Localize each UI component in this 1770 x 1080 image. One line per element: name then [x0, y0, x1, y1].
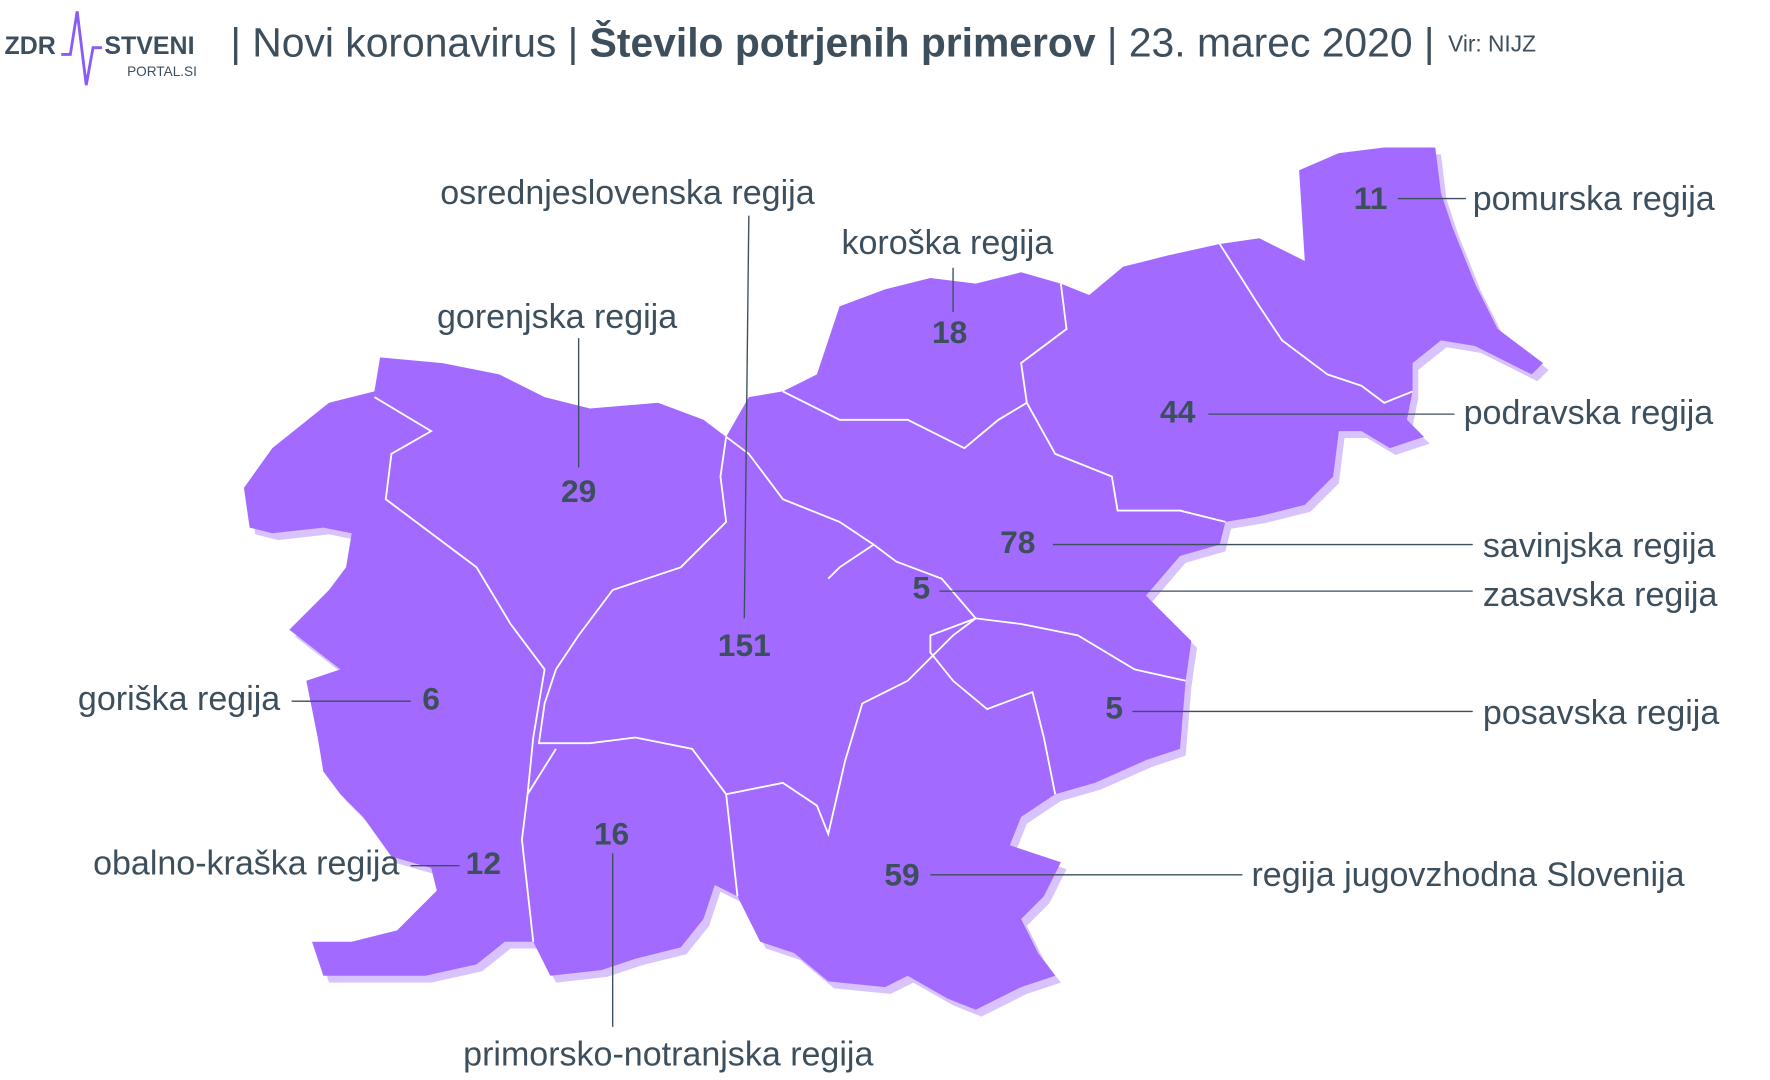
- map-root: ZDR STVENI PORTAL.SI | Novi koronavirus …: [5, 11, 1719, 1073]
- region-name: goriška regija: [78, 680, 280, 718]
- region-name: podravska regija: [1464, 394, 1714, 432]
- region-value: 6: [422, 681, 440, 717]
- header-source: Vir: NIJZ: [1448, 30, 1536, 56]
- header-title: Število potrjenih primerov: [590, 19, 1096, 65]
- region-value: 16: [594, 816, 629, 852]
- region-value: 11: [1354, 180, 1388, 216]
- header-date: | 23. marec 2020 |: [1107, 19, 1435, 65]
- region-value: 29: [561, 473, 596, 509]
- logo-right: STVENI: [104, 32, 194, 60]
- header: | Novi koronavirus | Število potrjenih pr…: [230, 19, 1536, 65]
- country-map: [243, 147, 1549, 1017]
- region-name: posavska regija: [1483, 694, 1719, 732]
- logo-pulse: [61, 11, 103, 86]
- region-name: zasavska regija: [1483, 576, 1718, 614]
- region-name: osrednjeslovenska regija: [440, 174, 814, 212]
- region-value: 151: [718, 627, 771, 663]
- logo-left: ZDR: [5, 32, 56, 60]
- region-name: savinjska regija: [1483, 527, 1716, 565]
- region-name: pomurska regija: [1473, 180, 1715, 218]
- region-name: gorenjska regija: [437, 298, 677, 336]
- region-value: 44: [1160, 394, 1196, 430]
- leader-line: [743, 215, 750, 619]
- logo-sub: PORTAL.SI: [127, 64, 197, 79]
- region-value: 59: [884, 856, 919, 892]
- header-topic: | Novi koronavirus |: [230, 19, 578, 65]
- region-name: primorsko-notranjska regija: [463, 1035, 873, 1073]
- region-name: obalno-kraška regija: [93, 845, 399, 883]
- region-value: 5: [1105, 690, 1123, 726]
- region-value: 5: [912, 569, 930, 605]
- logo: ZDR STVENI PORTAL.SI: [5, 11, 197, 86]
- region-value: 78: [1000, 524, 1035, 560]
- region-value: 12: [466, 845, 501, 881]
- region-name: regija jugovzhodna Slovenija: [1251, 856, 1684, 894]
- region-name: koroška regija: [842, 224, 1054, 262]
- region-value: 18: [932, 314, 967, 350]
